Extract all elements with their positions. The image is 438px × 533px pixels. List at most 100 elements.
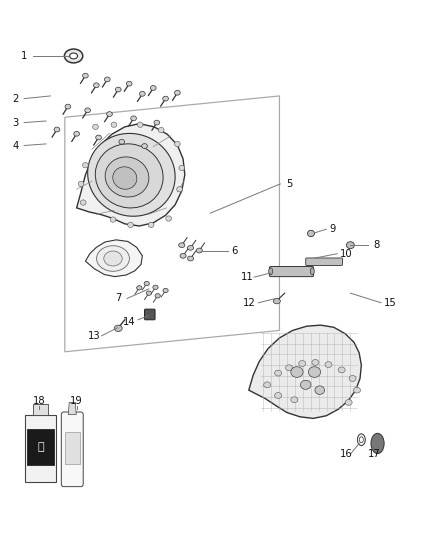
Text: 12: 12 <box>243 298 256 308</box>
Text: Ⓜ: Ⓜ <box>37 442 44 451</box>
Bar <box>27 429 54 465</box>
Text: 2: 2 <box>12 94 18 103</box>
Bar <box>65 432 80 464</box>
Ellipse shape <box>174 141 180 147</box>
Ellipse shape <box>180 253 186 258</box>
Ellipse shape <box>128 222 133 228</box>
Text: 10: 10 <box>340 249 352 259</box>
Ellipse shape <box>116 87 121 92</box>
Ellipse shape <box>96 246 130 271</box>
Text: 14: 14 <box>123 318 135 327</box>
Text: 15: 15 <box>383 298 396 308</box>
Ellipse shape <box>353 387 360 393</box>
Ellipse shape <box>345 400 352 405</box>
Ellipse shape <box>299 360 306 367</box>
Ellipse shape <box>85 108 90 112</box>
Ellipse shape <box>104 251 122 266</box>
Ellipse shape <box>187 245 194 251</box>
Ellipse shape <box>162 96 168 101</box>
Ellipse shape <box>88 133 175 216</box>
Text: 16: 16 <box>339 449 353 459</box>
Ellipse shape <box>95 144 163 208</box>
Polygon shape <box>25 415 56 482</box>
Ellipse shape <box>82 163 88 168</box>
Ellipse shape <box>142 144 148 149</box>
Ellipse shape <box>179 243 185 247</box>
Ellipse shape <box>158 127 164 133</box>
Ellipse shape <box>275 370 282 376</box>
Ellipse shape <box>114 325 122 332</box>
Ellipse shape <box>82 73 88 78</box>
Text: 9: 9 <box>330 224 336 234</box>
Ellipse shape <box>174 90 180 95</box>
Ellipse shape <box>177 187 182 192</box>
Ellipse shape <box>64 49 83 63</box>
Text: 6: 6 <box>231 246 237 255</box>
Ellipse shape <box>153 285 158 289</box>
Polygon shape <box>249 325 361 418</box>
Ellipse shape <box>346 242 354 248</box>
Ellipse shape <box>70 53 78 59</box>
Ellipse shape <box>148 222 154 228</box>
Ellipse shape <box>119 140 124 144</box>
Ellipse shape <box>273 298 280 304</box>
Polygon shape <box>77 124 185 226</box>
Ellipse shape <box>312 359 319 366</box>
Ellipse shape <box>137 286 142 290</box>
Ellipse shape <box>357 434 365 446</box>
Polygon shape <box>85 240 142 277</box>
Ellipse shape <box>179 165 184 171</box>
Ellipse shape <box>268 268 272 275</box>
Text: 17: 17 <box>368 449 381 459</box>
Text: 11: 11 <box>241 272 254 282</box>
Ellipse shape <box>166 216 172 221</box>
Text: 4: 4 <box>12 141 18 150</box>
Ellipse shape <box>146 291 152 295</box>
FancyBboxPatch shape <box>306 258 343 265</box>
Ellipse shape <box>54 127 60 132</box>
Text: 3: 3 <box>12 118 18 127</box>
Ellipse shape <box>359 437 363 442</box>
Ellipse shape <box>144 281 149 286</box>
Ellipse shape <box>286 365 293 371</box>
Ellipse shape <box>291 367 303 377</box>
Ellipse shape <box>107 111 112 116</box>
Ellipse shape <box>155 294 160 298</box>
Ellipse shape <box>371 433 384 454</box>
Ellipse shape <box>105 77 110 82</box>
Ellipse shape <box>126 82 132 86</box>
Ellipse shape <box>95 135 101 140</box>
Ellipse shape <box>300 381 311 389</box>
Ellipse shape <box>349 375 356 382</box>
Ellipse shape <box>74 132 79 136</box>
Text: 8: 8 <box>374 240 380 250</box>
Ellipse shape <box>310 268 314 275</box>
Ellipse shape <box>196 248 202 253</box>
Ellipse shape <box>264 382 271 388</box>
Ellipse shape <box>94 83 99 88</box>
FancyBboxPatch shape <box>61 412 83 487</box>
Ellipse shape <box>150 85 156 90</box>
FancyBboxPatch shape <box>145 309 155 320</box>
Ellipse shape <box>137 122 143 127</box>
Text: 7: 7 <box>115 294 121 303</box>
Polygon shape <box>33 404 48 415</box>
Ellipse shape <box>78 181 84 187</box>
Ellipse shape <box>113 167 137 189</box>
Text: 5: 5 <box>286 179 292 189</box>
Ellipse shape <box>93 124 98 130</box>
Ellipse shape <box>154 120 159 125</box>
Ellipse shape <box>325 361 332 368</box>
Ellipse shape <box>65 104 71 109</box>
Ellipse shape <box>111 122 117 127</box>
Ellipse shape <box>81 200 86 205</box>
Text: 13: 13 <box>88 331 100 341</box>
Ellipse shape <box>338 367 345 373</box>
Text: 1: 1 <box>21 51 27 61</box>
Ellipse shape <box>110 217 116 222</box>
Ellipse shape <box>307 230 314 237</box>
Ellipse shape <box>139 92 145 96</box>
Ellipse shape <box>187 256 194 261</box>
Text: 18: 18 <box>33 396 46 406</box>
Ellipse shape <box>315 386 325 394</box>
